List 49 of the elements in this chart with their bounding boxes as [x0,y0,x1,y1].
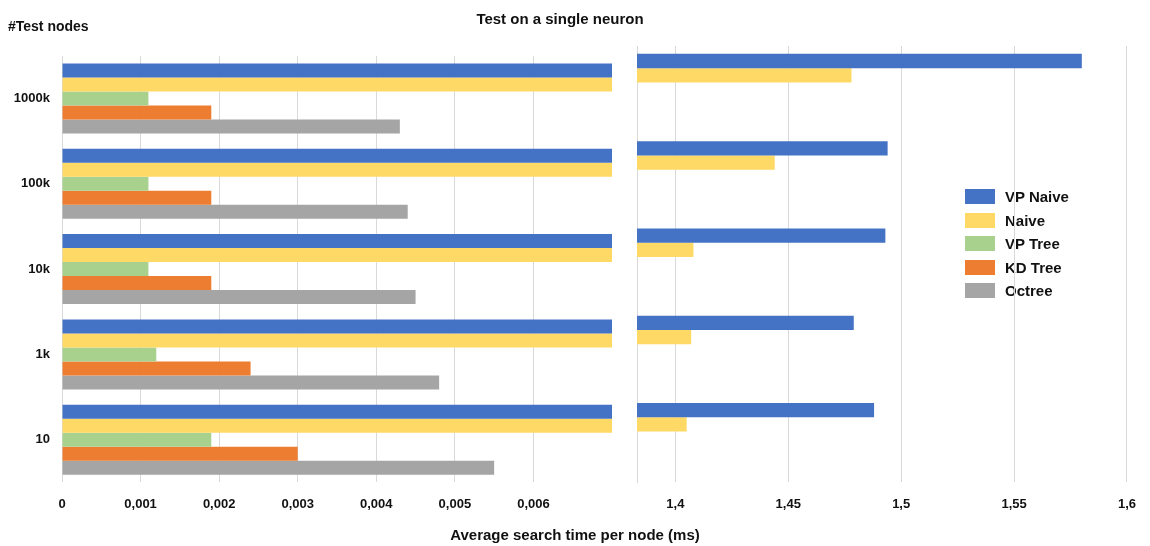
x-tick-label: 0,002 [202,495,236,511]
bar [62,404,612,419]
bar [62,176,149,191]
bar [62,333,612,348]
bar [62,276,212,291]
y-tick-label: 1k [35,346,51,361]
bar [62,190,212,205]
bar [62,148,612,163]
y-tick-label: 10 [35,431,50,447]
chart-title: Test on a single neuron [476,10,644,27]
bar [62,446,298,461]
bar [62,248,612,263]
legend-label: KD Tree [1005,258,1062,276]
x-tick-label: 0,006 [517,495,550,511]
x-tick-label: 1,6 [1117,495,1136,511]
bar [62,105,212,120]
legend-label: VP Naive [1005,188,1069,206]
y-tick-label: 100k [21,175,51,191]
x-tick-label: 1,55 [1001,495,1027,511]
bar [62,347,157,362]
bar [62,63,612,78]
bar [62,375,440,390]
x-axis-title: Average search time per node (ms) [449,526,701,543]
x-tick-label: 0,003 [281,495,314,511]
x-tick-label: 1,4 [666,495,686,511]
x-tick-label: 1,5 [892,495,911,511]
bar [62,77,612,92]
bar [62,234,612,249]
x-tick-label: 0 [58,495,66,511]
x-tick-label: 1,45 [775,495,801,511]
bar [62,290,416,305]
bar [62,319,612,334]
bar [62,262,149,277]
legend-label: Octree [1005,282,1053,300]
bar [62,432,212,447]
legend-label: VP Tree [1005,235,1060,253]
bar [62,119,400,134]
y-tick-label: 10k [28,260,51,276]
bar [62,91,149,106]
bar [62,418,612,433]
bar [62,204,408,219]
x-tick-label: 0,001 [124,495,157,511]
bar [62,460,495,475]
y-tick-label: 1000k [13,90,51,106]
y-axis-title: #Test nodes [8,18,89,34]
x-tick-label: 0,004 [360,495,394,511]
x-tick-label: 0,005 [438,495,472,511]
bar [62,162,612,177]
bar [62,361,251,376]
